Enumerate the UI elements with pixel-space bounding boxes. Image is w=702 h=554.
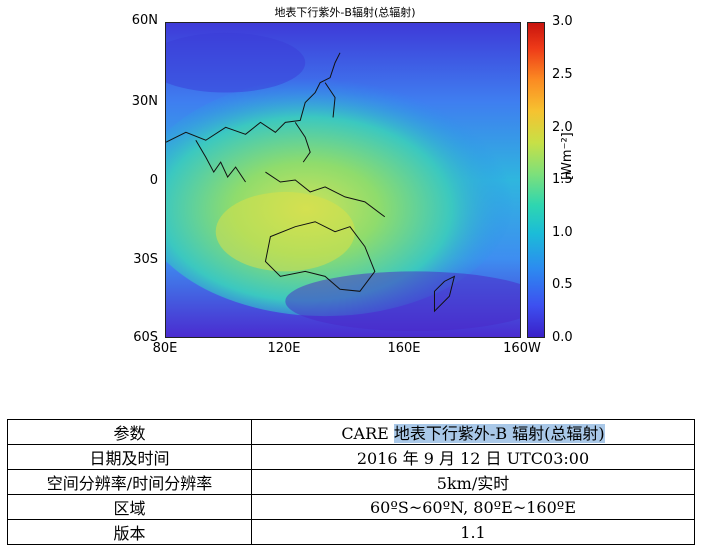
x-tick-label: 160E — [387, 341, 421, 356]
x-tick-label: 120E — [267, 341, 301, 356]
table-key: 区域 — [7, 494, 252, 520]
table-value: 2016 年 9 月 12 日 UTC03:00 — [251, 444, 695, 470]
table-row: 版本 1.1 — [7, 519, 695, 545]
table-key: 版本 — [7, 519, 252, 545]
parameter-table: 参数 CARE 地表下行紫外-B 辐射(总辐射) 日期及时间 2016 年 9 … — [7, 419, 695, 545]
uvb-map-figure: 地表下行紫外-B辐射(总辐射) — [131, 6, 575, 356]
table-row: 空间分辨率/时间分辨率 5km/实时 — [7, 469, 695, 495]
table-key: 空间分辨率/时间分辨率 — [7, 469, 252, 495]
x-tick-label: 80E — [152, 341, 178, 356]
y-tick-label: 30N — [131, 94, 158, 109]
colorbar-tick: 3.0 — [552, 14, 573, 29]
value-highlight: 地表下行紫外-B 辐射(总辐射) — [393, 424, 605, 443]
colorbar-unit-label: [Wm⁻²] — [560, 132, 575, 180]
y-tick-label: 60S — [133, 330, 158, 345]
map-title: 地表下行紫外-B辐射(总辐射) — [274, 6, 416, 19]
table-row: 参数 CARE 地表下行紫外-B 辐射(总辐射) — [7, 419, 695, 445]
table-value: 5km/实时 — [251, 469, 695, 495]
value-prefix: CARE — [341, 424, 394, 443]
x-tick-label: 160W — [503, 341, 541, 356]
table-value: 1.1 — [251, 519, 695, 545]
y-tick-label: 60N — [131, 13, 158, 28]
uvb-map-image — [166, 23, 520, 337]
table-key: 参数 — [7, 419, 252, 445]
table-row: 区域 60ºS~60ºN, 80ºE~160ºE — [7, 494, 695, 520]
colorbar-tick: 2.5 — [552, 67, 573, 82]
table-value: 60ºS~60ºN, 80ºE~160ºE — [251, 494, 695, 520]
y-tick-label: 0 — [149, 173, 158, 188]
y-tick-label: 30S — [133, 252, 158, 267]
table-row: 日期及时间 2016 年 9 月 12 日 UTC03:00 — [7, 444, 695, 470]
colorbar — [527, 22, 545, 338]
uvb-map-plot — [165, 22, 521, 338]
colorbar-tick: 1.5 — [552, 172, 573, 187]
colorbar-tick: 2.0 — [552, 120, 573, 135]
colorbar-tick: 1.0 — [552, 225, 573, 240]
table-key: 日期及时间 — [7, 444, 252, 470]
colorbar-tick: 0.0 — [552, 330, 573, 345]
colorbar-tick: 0.5 — [552, 277, 573, 292]
table-value: CARE 地表下行紫外-B 辐射(总辐射) — [251, 419, 695, 445]
